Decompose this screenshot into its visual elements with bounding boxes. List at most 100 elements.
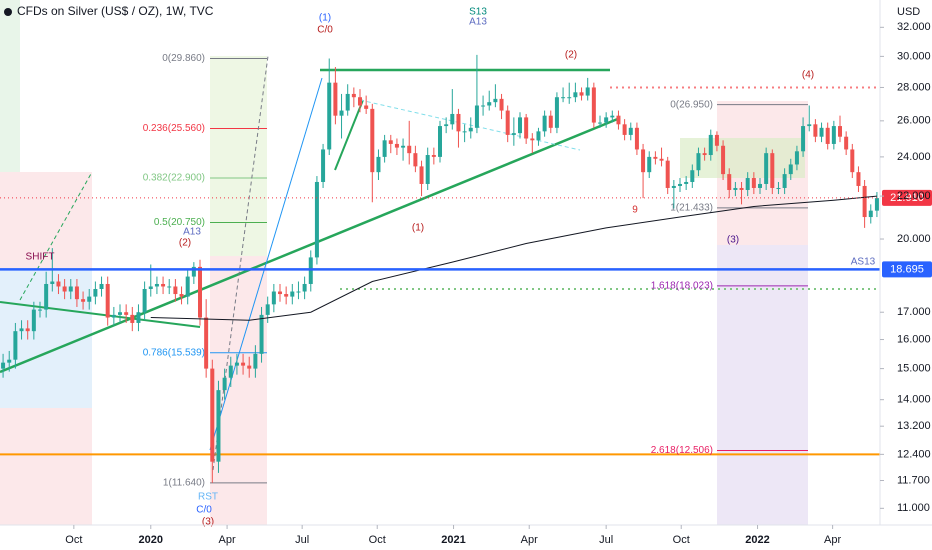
- candle-body: [290, 291, 295, 297]
- annotation: (2): [565, 50, 577, 61]
- trendline: [0, 116, 621, 374]
- candle-body: [148, 286, 153, 289]
- y-tick-label: 11.700: [897, 474, 930, 486]
- candle-body: [708, 134, 713, 156]
- annotation: (1): [412, 223, 424, 234]
- annotation: A13: [469, 17, 487, 28]
- candle-body: [610, 115, 615, 118]
- candle-body: [345, 93, 350, 111]
- candle-body: [339, 110, 344, 116]
- fib-label: 0(26.950): [670, 99, 713, 110]
- candle-body: [727, 174, 732, 190]
- candle-body: [161, 283, 166, 287]
- fib-label: 0.786(15.539): [143, 347, 205, 358]
- candle-body: [81, 299, 86, 302]
- x-tick-label: Apr: [219, 534, 236, 546]
- annotation: RST: [198, 492, 218, 503]
- candle-body: [284, 294, 289, 297]
- candle-body: [468, 127, 473, 132]
- candle-body: [493, 98, 498, 103]
- candle-body: [431, 155, 436, 157]
- candle-body: [542, 115, 547, 132]
- candle-body: [333, 82, 338, 116]
- candle-body: [142, 288, 147, 313]
- y-tick-label: 20.000: [897, 233, 931, 245]
- candle-body: [407, 145, 412, 154]
- candle-body: [13, 331, 18, 360]
- candle-body: [401, 145, 406, 148]
- fib-label: 0.236(25.560): [143, 123, 205, 134]
- candle-body: [179, 294, 184, 297]
- candle-body: [191, 266, 196, 277]
- x-tick-label: Apr: [824, 534, 841, 546]
- candle-body: [314, 181, 319, 258]
- candle-body: [376, 156, 381, 173]
- candle-body: [111, 314, 116, 318]
- fib-label: 0.382(22.900): [143, 173, 205, 184]
- levels: 0(29.860) 0.236(25.560) 0.382(22.900) 0.5(2…: [0, 53, 880, 488]
- candle-body: [204, 317, 209, 369]
- candle-body: [758, 183, 762, 188]
- annotation: (1): [319, 13, 331, 24]
- x-tick-label: Jul: [295, 534, 309, 546]
- candle-body: [819, 127, 824, 137]
- price-tag: [882, 261, 932, 278]
- y-tick-label: 14.000: [897, 394, 931, 406]
- candle-body: [745, 178, 750, 190]
- candle-body: [634, 127, 639, 150]
- price-tag-label: 18.695: [890, 263, 924, 275]
- candle-body: [807, 124, 812, 127]
- candle-body: [1, 362, 6, 369]
- zone: [210, 56, 267, 256]
- candle-body: [19, 328, 24, 332]
- candle-body: [185, 276, 190, 297]
- candle-body: [302, 283, 307, 292]
- candle-body: [678, 183, 682, 186]
- fib-label: 1.618(18.023): [651, 281, 713, 292]
- trendline: [209, 77, 323, 451]
- candle-body: [671, 185, 676, 188]
- candle-body: [751, 178, 756, 188]
- annotation: 9: [632, 205, 638, 216]
- candle-body: [228, 365, 233, 378]
- y-tick-label: 22.000: [897, 190, 931, 202]
- candle-body: [44, 283, 49, 310]
- candle-body: [653, 156, 658, 159]
- y-tick-label: 32.000: [897, 21, 931, 33]
- candle-body: [733, 187, 738, 190]
- x-tick-label: 2020: [139, 534, 163, 546]
- y-tick-label: 26.000: [897, 115, 931, 127]
- overlay: 21.91018.695(1)C/0S13A13(2)(4)(1)(3)(2)S…: [0, 7, 932, 528]
- candle-body: [351, 93, 356, 98]
- candle-body: [530, 138, 535, 141]
- candle-body: [234, 362, 239, 366]
- candle-body: [124, 312, 129, 315]
- x-tick-label: Jul: [599, 534, 613, 546]
- candle-body: [419, 166, 424, 184]
- zone: [0, 0, 20, 185]
- price-tag-label: 21.910: [890, 192, 924, 204]
- candle-body: [278, 291, 282, 295]
- candle-body: [499, 98, 504, 111]
- candle-body: [216, 390, 221, 462]
- candle-body: [585, 87, 590, 96]
- y-tick-label: 30.000: [897, 50, 931, 62]
- annotation: (2): [179, 238, 191, 249]
- y-tick-label: 13.200: [897, 420, 931, 432]
- fib-label: 0(29.860): [162, 53, 205, 64]
- candle-body: [68, 286, 73, 292]
- candle-body: [394, 143, 399, 148]
- candle-body: [764, 153, 769, 184]
- candle-body: [50, 281, 55, 284]
- candle-body: [782, 174, 787, 188]
- x-tick-label: Apr: [521, 534, 538, 546]
- candle-body: [382, 140, 387, 157]
- price-tag: [882, 189, 932, 206]
- annotation: (3): [202, 517, 214, 528]
- candle-body: [296, 291, 301, 293]
- candle-body: [604, 117, 609, 123]
- candle-body: [739, 187, 744, 190]
- candle-body: [364, 105, 369, 109]
- candle-body: [154, 283, 159, 287]
- candle-body: [511, 133, 516, 135]
